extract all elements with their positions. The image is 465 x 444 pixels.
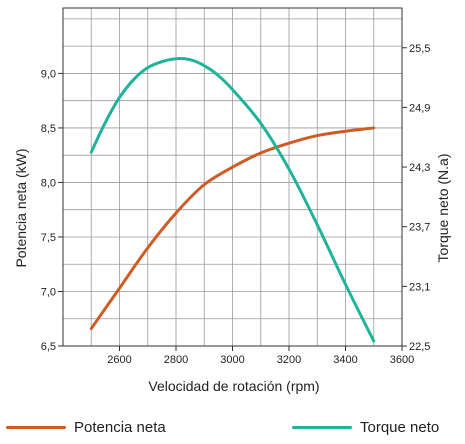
y-right-tick-label: 24,9 — [409, 102, 430, 114]
x-tick-label: 3600 — [390, 354, 414, 366]
legend-label-potencia: Potencia neta — [74, 419, 166, 436]
legend-swatch-torque — [292, 426, 352, 429]
dual-axis-line-chart: 2600 2800 3000 3200 3400 3600 6,5 7,0 7,5 8,0 8,5 9… — [13, 7, 451, 394]
x-tick-label: 3200 — [277, 354, 301, 366]
y-left-tick-label: 8,5 — [41, 123, 56, 135]
axes — [58, 7, 407, 351]
legend-label-torque: Torque neto — [360, 419, 440, 436]
x-axis-label: Velocidad de rotación (rpm) — [148, 378, 319, 394]
y-axis-left-label: Potencia neta (kW) — [13, 148, 29, 267]
y-right-tick-label: 25,5 — [409, 43, 430, 55]
legend-swatch-potencia — [6, 426, 66, 429]
x-tick-label: 3400 — [333, 354, 357, 366]
y-left-tick-label: 7,0 — [41, 286, 56, 298]
x-tick-label: 2600 — [107, 354, 131, 366]
series-line-torque-neto — [89, 57, 376, 343]
y-right-tick-label: 23,1 — [409, 281, 430, 293]
legend: Potencia neta Torque neto — [0, 405, 465, 444]
tick-labels: 2600 2800 3000 3200 3400 3600 6,5 7,0 7,5 8,0 8,5 9… — [41, 43, 431, 366]
legend-item-potencia: Potencia neta — [6, 419, 166, 436]
y-right-tick-label: 24,3 — [409, 162, 430, 174]
grid — [63, 8, 402, 346]
y-right-tick-label: 23,7 — [409, 222, 430, 234]
y-left-tick-label: 7,5 — [41, 232, 56, 244]
y-left-tick-label: 6,5 — [41, 341, 56, 353]
y-left-tick-label: 8,0 — [41, 177, 56, 189]
y-axis-right-label: Torque neto (N.a) — [435, 154, 451, 263]
y-right-tick-label: 22,5 — [409, 341, 430, 353]
series-line-potencia-neta — [89, 126, 376, 331]
series-lines — [89, 57, 376, 343]
x-tick-label: 2800 — [164, 354, 188, 366]
x-tick-label: 3000 — [220, 354, 244, 366]
legend-item-torque: Torque neto — [292, 419, 439, 436]
y-left-tick-label: 9,0 — [41, 68, 56, 80]
